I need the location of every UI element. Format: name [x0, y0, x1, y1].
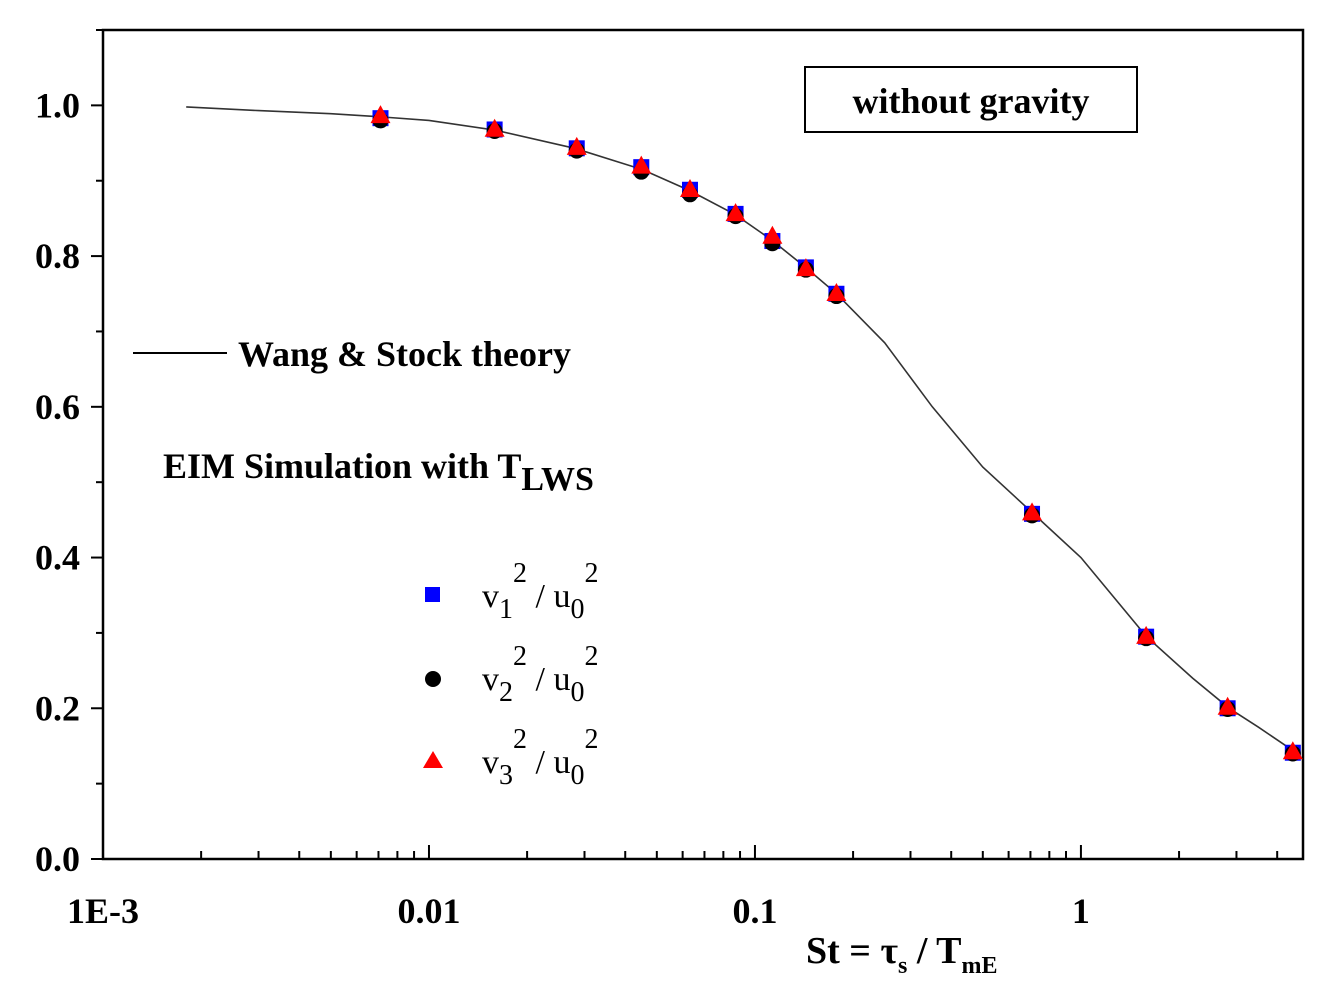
x-tick-label: 0.1: [732, 891, 777, 931]
data-point-triangle: [1136, 625, 1157, 644]
x-axis-title: St = τs / TmE: [806, 930, 998, 979]
data-point-triangle: [1282, 741, 1303, 760]
data-point-triangle: [762, 225, 783, 244]
y-tick-label: 0.6: [35, 387, 80, 427]
data-point-triangle: [484, 118, 505, 137]
x-tick-label: 1: [1072, 891, 1090, 931]
simulation-label: EIM Simulation with TLWS: [163, 446, 594, 498]
y-tick-label: 0.2: [35, 688, 80, 728]
plot-frame: [101, 28, 1305, 861]
legend-label-v2: v22 / u02: [482, 641, 598, 708]
data-point-triangle: [370, 105, 391, 124]
data-point-triangle: [566, 136, 587, 155]
data-point-triangle: [826, 283, 847, 302]
data-point-triangle: [795, 258, 816, 277]
series-legend: v12 / u02 v22 / u02 v32 / u02: [423, 558, 598, 791]
data-point-triangle: [631, 155, 652, 174]
data-point-triangle: [1022, 502, 1043, 521]
x-tick-label: 0.01: [397, 891, 460, 931]
legend-marker-triangle: [423, 751, 443, 768]
legend-marker-square: [425, 587, 440, 602]
y-tick-label: 0.0: [35, 839, 80, 879]
x-axis: 1E-3 0.01 0.1 1: [67, 845, 1279, 931]
legend-label-v3: v32 / u02: [482, 724, 598, 791]
annotation-box: [804, 66, 1138, 133]
theory-layer: [186, 106, 1295, 752]
box-label: without gravity: [853, 81, 1090, 121]
y-tick-label: 0.8: [35, 236, 80, 276]
points-layer: [370, 105, 1303, 762]
y-tick-label: 0.4: [35, 538, 80, 578]
data-point-triangle: [679, 179, 700, 198]
simulation-label-sub: LWS: [521, 461, 593, 498]
legend-marker-circle: [425, 671, 441, 687]
theory-curve: [186, 106, 1295, 752]
simulation-label-main: EIM Simulation with T: [163, 446, 521, 486]
data-point-triangle: [725, 203, 746, 222]
y-tick-label: 1.0: [35, 85, 80, 125]
theory-legend-label: Wang & Stock theory: [238, 334, 571, 374]
y-axis: 0.0 0.2 0.4 0.6 0.8 1.0: [35, 29, 103, 879]
legend-label-v1: v12 / u02: [482, 558, 598, 625]
x-tick-label: 1E-3: [67, 891, 139, 931]
data-point-triangle: [1217, 696, 1238, 715]
